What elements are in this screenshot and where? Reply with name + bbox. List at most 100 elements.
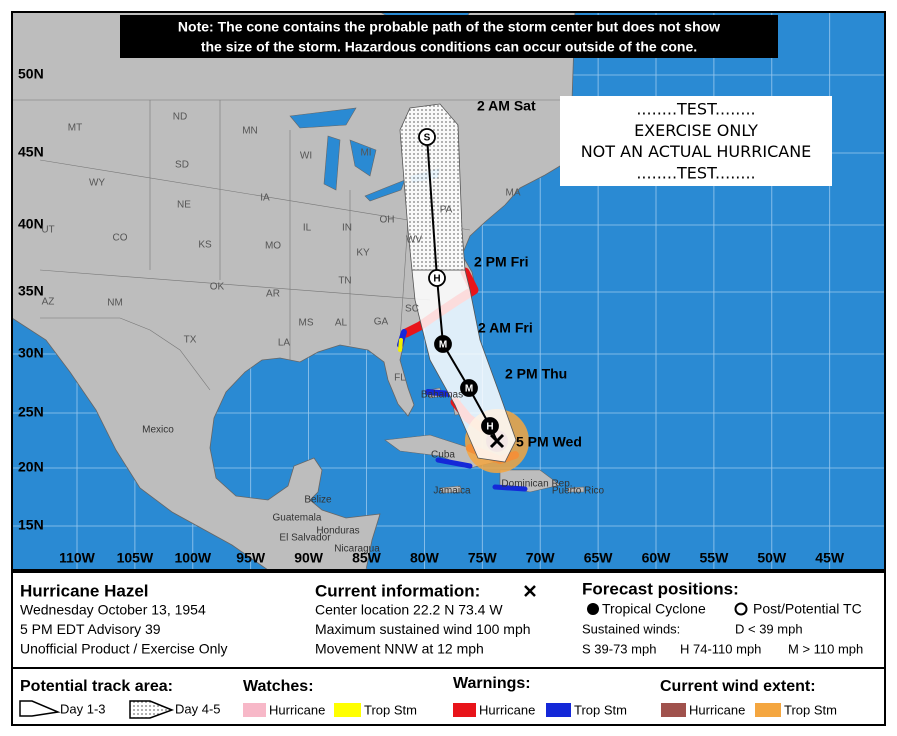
legend-label: H 74-110 mph [680,641,761,656]
place-label: Guatemala [273,513,322,524]
place-label: Belize [304,495,332,506]
storm-title: Hurricane Hazel [20,581,149,600]
forecast-point [428,269,446,287]
place-label: AL [335,318,348,329]
current-info: Maximum sustained wind 100 mph [315,621,531,637]
test-box [560,96,832,186]
warnings-title: Warnings: [453,675,531,692]
place-label: WY [89,178,105,189]
lon-label: 55W [700,550,730,566]
place-label: Dominican Rep. [501,479,572,490]
note-text: Note: The cone contains the probable pat… [178,19,720,35]
legend-label: M > 110 mph [788,641,863,656]
place-label: LA [278,338,291,349]
forecast-symbol: M [439,340,447,351]
note-box [120,15,778,58]
lat-label: 25N [18,404,44,420]
place-label: NE [177,200,191,211]
forecast-point [460,379,478,397]
warning-hurricane-swatch [453,703,476,717]
current-info: Center location 22.2 N 73.4 W [315,602,503,618]
legend-label: Hurricane [479,702,535,717]
lon-label: 80W [410,550,440,566]
place-label: OH [380,215,395,226]
wind-hurricane-swatch [661,703,686,717]
test-text: NOT AN ACTUAL HURRICANE [581,142,812,161]
place-label: TN [338,276,351,287]
place-label: Honduras [316,526,359,537]
note-text: the size of the storm. Hazardous conditi… [201,39,697,55]
wind-trop-stm-swatch [755,703,781,717]
lat-label: 45N [18,144,44,160]
watches-title: Watches: [243,678,314,695]
tropical-cyclone-icon [587,603,599,615]
lon-label: 95W [236,550,266,566]
legend-label: Day 4-5 [175,701,221,716]
watch-hurricane-swatch [243,703,266,717]
place-label: KS [198,240,212,251]
post-tc-icon [734,602,748,616]
cone-day-4-5 [399,103,466,271]
lon-label: 100W [175,550,212,566]
place-label: WV [406,235,422,246]
forecast-symbol: M [465,384,473,395]
storm-info: 5 PM EDT Advisory 39 [20,621,161,637]
place-label: IA [260,193,270,204]
place-label: TX [184,335,197,346]
place-label: AR [266,289,280,300]
place-label: ND [173,112,187,123]
legend-label: Hurricane [689,702,745,717]
track-title: Potential track area: [20,678,173,695]
legend-label: Hurricane [269,702,325,717]
test-text: ........TEST........ [636,100,755,119]
wind-title: Current wind extent: [660,678,816,695]
forecast-label: 2 PM Thu [505,366,567,382]
lat-label: 40N [18,216,44,232]
place-label: PA [440,205,453,216]
place-label: MI [360,148,371,159]
watch-trop-stm-swatch [334,703,361,717]
forecast-point [434,335,452,353]
current-info: Movement NNW at 12 mph [315,641,484,657]
lat-label: 35N [18,283,44,299]
current-position [489,433,505,449]
forecast-symbol: H [433,274,440,285]
test-text: EXERCISE ONLY [634,121,758,140]
place-label: AZ [42,297,55,308]
lat-label: 50N [18,66,44,82]
lat-label: 15N [18,517,44,533]
place-label: CO [113,233,128,244]
lon-label: 60W [642,550,672,566]
legend-label: Post/Potential TC [753,601,862,617]
lon-label: 75W [468,550,498,566]
legend-label: D < 39 mph [735,621,803,636]
legend-panel [11,571,886,726]
legend-label: S 39-73 mph [582,641,656,656]
place-label: Puerto Rico [552,486,605,497]
borders [12,99,560,391]
place-label: MS [299,318,314,329]
place-label: Bahamas [421,390,463,401]
lon-label: 110W [59,550,96,566]
place-label: Mexico [142,425,174,436]
legend-label: Tropical Cyclone [602,601,706,617]
legend-label: Trop Stm [364,702,417,717]
place-label: OK [210,282,225,293]
legend-label: Day 1-3 [60,701,106,716]
place-label: MN [242,126,258,137]
place-label: WI [300,151,312,162]
place-label: UT [41,225,54,236]
legend-label: Sustained winds: [582,621,680,636]
lon-label: 45W [815,550,845,566]
place-label: FL [394,373,406,384]
lon-label: 85W [352,550,382,566]
place-label: Cuba [431,450,455,461]
forecast-title: Forecast positions: [582,579,739,598]
forecast-point [481,417,499,435]
place-label: Nicaragua [334,544,380,555]
forecast-point [418,128,436,146]
place-label: MT [68,123,82,134]
forecast-label: 5 PM Wed [516,434,582,450]
place-label: IL [303,223,312,234]
place-label: SC [405,304,419,315]
